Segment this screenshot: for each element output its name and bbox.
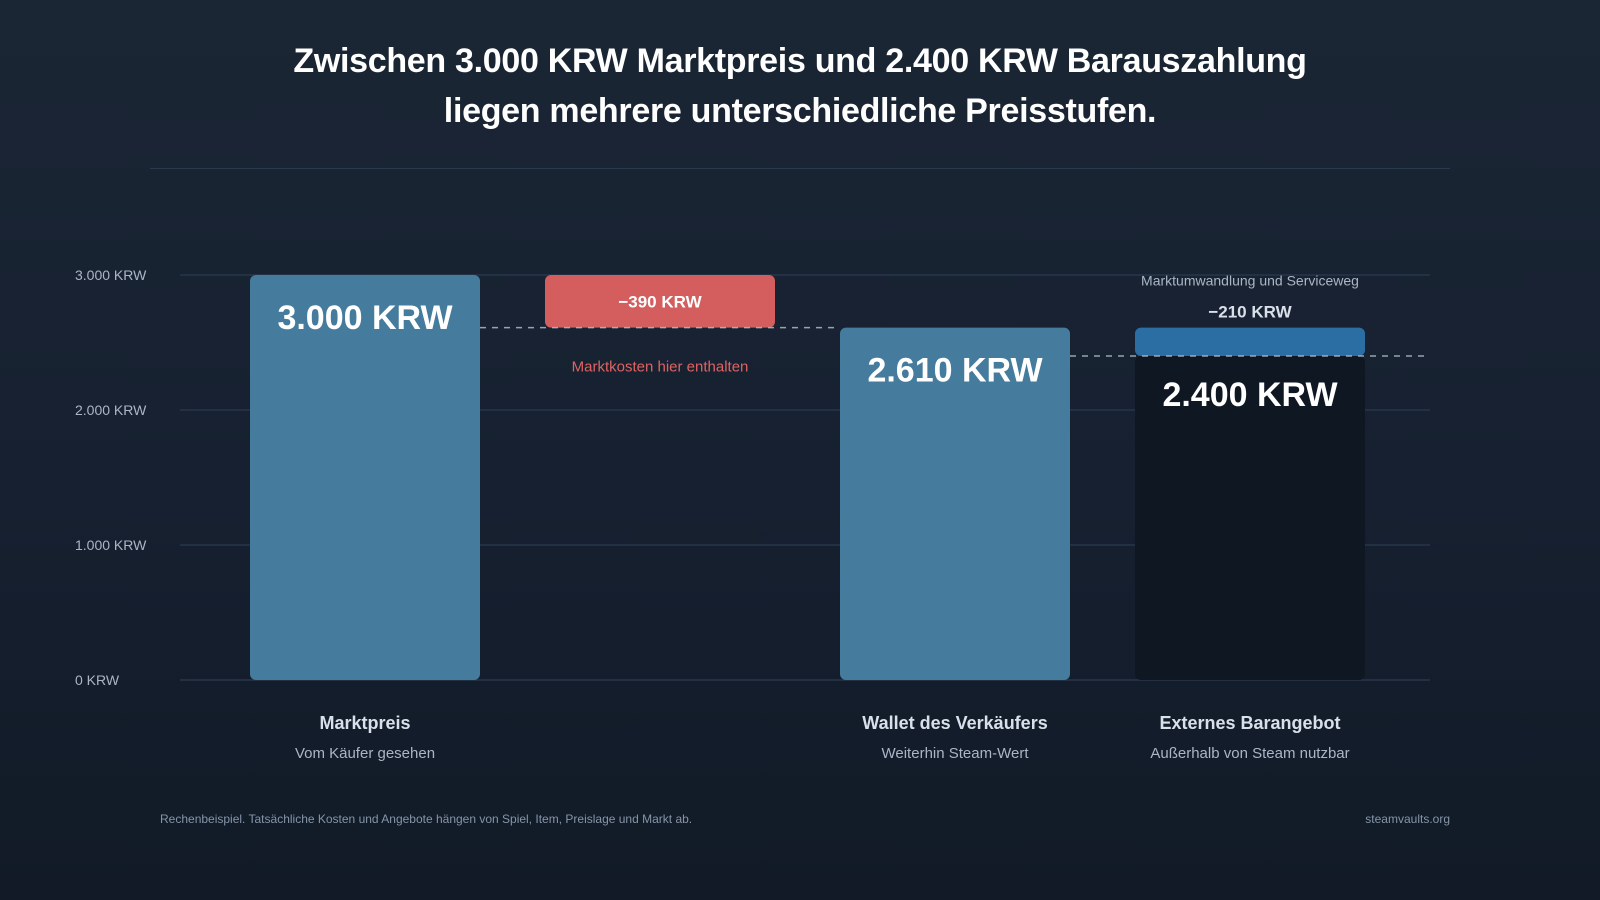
- bar-value-label: 2.610 KRW: [867, 352, 1043, 390]
- category-sublabel: Weiterhin Steam-Wert: [882, 745, 1030, 762]
- y-tick-label: 3.000 KRW: [75, 267, 147, 283]
- y-tick-label: 2.000 KRW: [75, 402, 147, 418]
- category-sublabel: Vom Käufer gesehen: [295, 745, 435, 762]
- bar-value-label: 2.400 KRW: [1162, 376, 1338, 414]
- decrease-value-label: −390 KRW: [618, 292, 702, 311]
- category-label: Externes Barangebot: [1159, 713, 1340, 733]
- y-tick-label: 0 KRW: [75, 672, 120, 688]
- category-sublabel: Außerhalb von Steam nutzbar: [1150, 745, 1349, 762]
- bar-marktpreis: [250, 275, 480, 680]
- decrease-note: Marktumwandlung und Serviceweg: [1141, 273, 1359, 289]
- category-label: Marktpreis: [319, 713, 410, 733]
- chart-title: Zwischen 3.000 KRW Marktpreis und 2.400 …: [0, 36, 1600, 136]
- chart-title-line-1: Zwischen 3.000 KRW Marktpreis und 2.400 …: [293, 42, 1307, 80]
- decrease-value-label: −210 KRW: [1208, 303, 1292, 322]
- category-label: Wallet des Verkäufers: [862, 713, 1047, 733]
- bar-wallet: [840, 327, 1070, 680]
- footer-note: Rechenbeispiel. Tatsächliche Kosten und …: [160, 812, 693, 826]
- decrease-note: Marktkosten hier enthalten: [572, 359, 749, 376]
- title-divider: [150, 168, 1450, 169]
- bar-value-label: 3.000 KRW: [277, 299, 453, 337]
- y-tick-label: 1.000 KRW: [75, 537, 147, 553]
- bar-service-cost: [1135, 327, 1365, 356]
- chart-title-line-2: liegen mehrere unterschiedliche Preisstu…: [443, 92, 1157, 130]
- bar-market-cost: [545, 275, 775, 328]
- footer-brand: steamvaults.org: [1365, 812, 1450, 826]
- bar-cash-offer: [1135, 356, 1365, 680]
